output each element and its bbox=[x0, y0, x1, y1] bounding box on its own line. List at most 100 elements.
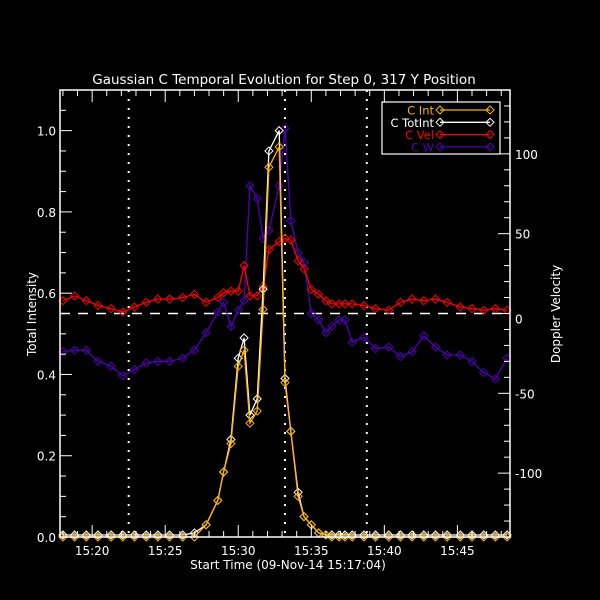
y-left-tick-label: 0.6 bbox=[37, 287, 56, 301]
data-point-marker bbox=[306, 284, 317, 295]
data-point-marker bbox=[245, 181, 255, 191]
data-point-marker bbox=[407, 294, 417, 304]
legend-label: C TotInt bbox=[391, 116, 435, 130]
y-right-tick-label: 50 bbox=[515, 228, 530, 242]
data-point-marker bbox=[274, 236, 284, 247]
series-c-int bbox=[58, 142, 512, 542]
data-point-marker bbox=[502, 305, 512, 316]
data-point-marker bbox=[213, 307, 223, 317]
data-point-marker bbox=[478, 305, 489, 316]
data-point-marker bbox=[370, 304, 381, 314]
data-point-marker bbox=[299, 511, 309, 522]
x-tick-label: 15:40 bbox=[367, 544, 402, 558]
data-point-marker bbox=[233, 286, 243, 296]
data-point-marker bbox=[141, 358, 151, 368]
data-point-marker bbox=[321, 327, 331, 338]
data-point-marker bbox=[274, 142, 284, 152]
legend-label: C Int bbox=[407, 104, 434, 118]
legend-marker-icon bbox=[435, 117, 445, 128]
data-point-marker bbox=[239, 345, 249, 355]
data-point-marker bbox=[306, 520, 317, 530]
y-axis-right-label: Doppler Velocity bbox=[549, 265, 563, 363]
data-point-marker bbox=[407, 347, 417, 357]
y-right-tick-label: 0 bbox=[515, 313, 523, 327]
data-point-marker bbox=[293, 491, 303, 502]
data-point-marker bbox=[258, 304, 268, 315]
data-point-marker bbox=[226, 438, 236, 449]
y-left-tick-label: 0.2 bbox=[37, 450, 56, 464]
data-point-marker bbox=[81, 296, 92, 306]
data-point-marker bbox=[286, 235, 296, 245]
data-point-marker bbox=[258, 233, 268, 244]
data-point-marker bbox=[239, 260, 249, 271]
data-point-marker bbox=[299, 264, 309, 274]
x-tick-label: 15:30 bbox=[221, 544, 256, 558]
data-point-marker bbox=[334, 299, 344, 309]
data-point-marker bbox=[252, 406, 262, 416]
data-point-marker bbox=[313, 315, 324, 325]
data-point-marker bbox=[189, 345, 200, 355]
data-point-marker bbox=[264, 162, 274, 172]
data-point-marker bbox=[93, 356, 103, 367]
legend-marker-icon bbox=[485, 129, 495, 140]
data-point-marker bbox=[233, 305, 243, 316]
data-point-marker bbox=[502, 353, 512, 363]
data-point-marker bbox=[239, 296, 249, 306]
data-point-marker bbox=[327, 321, 337, 331]
data-point-marker bbox=[226, 321, 236, 331]
data-point-marker bbox=[252, 193, 262, 204]
data-point-marker bbox=[442, 350, 452, 360]
data-point-marker bbox=[370, 343, 381, 354]
data-point-marker bbox=[233, 361, 243, 372]
data-point-marker bbox=[286, 426, 296, 437]
data-point-marker bbox=[347, 337, 357, 347]
data-point-marker bbox=[218, 288, 229, 298]
data-point-marker bbox=[467, 356, 477, 367]
data-point-marker bbox=[467, 304, 477, 314]
data-point-marker bbox=[455, 350, 466, 360]
data-point-marker bbox=[178, 353, 188, 363]
data-point-marker bbox=[252, 394, 262, 404]
data-point-marker bbox=[129, 302, 140, 312]
data-point-marker bbox=[442, 297, 452, 308]
data-point-marker bbox=[118, 371, 128, 381]
x-tick-label: 15:35 bbox=[294, 544, 329, 558]
data-point-marker bbox=[233, 353, 243, 363]
legend-marker-icon bbox=[435, 105, 445, 115]
data-point-marker bbox=[201, 297, 211, 308]
legend-marker-icon bbox=[435, 129, 445, 140]
data-point-marker bbox=[395, 351, 406, 362]
data-point-marker bbox=[245, 418, 255, 428]
data-point-marker bbox=[201, 327, 211, 338]
data-point-marker bbox=[93, 300, 103, 311]
data-point-marker bbox=[455, 302, 466, 312]
data-point-marker bbox=[218, 467, 229, 477]
series-c-vel bbox=[58, 233, 512, 317]
data-point-marker bbox=[395, 297, 406, 308]
data-point-marker bbox=[69, 291, 80, 301]
data-point-marker bbox=[274, 125, 284, 136]
x-tick-label: 15:25 bbox=[148, 544, 183, 558]
data-point-marker bbox=[69, 345, 80, 355]
y-left-tick-label: 0.8 bbox=[37, 206, 56, 220]
legend-marker-icon bbox=[485, 105, 495, 115]
y-right-tick-label: 100 bbox=[515, 148, 538, 162]
chart-title: Gaussian C Temporal Evolution for Step 0… bbox=[92, 72, 476, 88]
legend-box bbox=[381, 101, 501, 155]
data-point-marker bbox=[201, 520, 211, 530]
data-point-marker bbox=[106, 361, 116, 371]
data-point-marker bbox=[178, 292, 188, 303]
y-axis-left-label: Total Intensity bbox=[25, 272, 39, 357]
data-point-marker bbox=[313, 528, 324, 538]
y-right-tick-label: -50 bbox=[515, 387, 535, 401]
data-point-marker bbox=[334, 315, 344, 325]
data-point-marker bbox=[153, 356, 163, 367]
x-tick-label: 15:45 bbox=[440, 544, 475, 558]
data-point-marker bbox=[347, 299, 357, 309]
data-point-marker bbox=[299, 257, 309, 268]
data-point-marker bbox=[258, 284, 268, 294]
y-left-tick-label: 1.0 bbox=[37, 125, 56, 139]
data-point-marker bbox=[258, 281, 268, 292]
legend-marker-icon bbox=[485, 117, 495, 128]
